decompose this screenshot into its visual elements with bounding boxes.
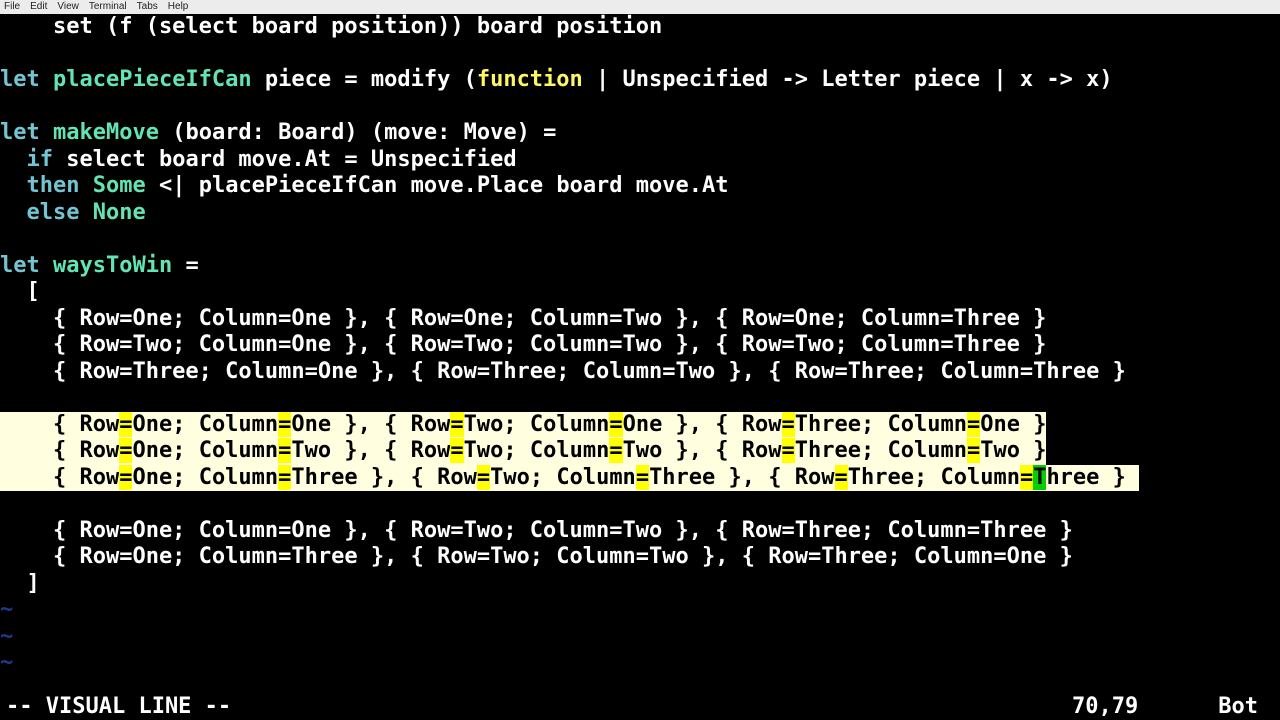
menu-item-view[interactable]: View	[57, 0, 79, 14]
code-area: set (f (select board position)) board po…	[0, 14, 1280, 677]
empty-line-tilde: ~	[0, 597, 1280, 624]
code-line	[0, 41, 1280, 68]
menu-item-terminal[interactable]: Terminal	[89, 0, 127, 14]
code-line: if select board move.At = Unspecified	[0, 147, 1280, 174]
code-line: { Row=One; Column=One }, { Row=Two; Colu…	[0, 412, 1280, 439]
code-line: let placePieceIfCan piece = modify (func…	[0, 67, 1280, 94]
empty-line-tilde: ~	[0, 624, 1280, 651]
code-line: { Row=One; Column=Three }, { Row=Two; Co…	[0, 465, 1280, 492]
code-line: let makeMove (board: Board) (move: Move)…	[0, 120, 1280, 147]
code-line: { Row=One; Column=Two }, { Row=Two; Colu…	[0, 438, 1280, 465]
code-line	[0, 94, 1280, 121]
code-line: set (f (select board position)) board po…	[0, 14, 1280, 41]
code-line	[0, 226, 1280, 253]
terminal-editor[interactable]: set (f (select board position)) board po…	[0, 14, 1280, 720]
code-line: { Row=One; Column=One }, { Row=Two; Colu…	[0, 518, 1280, 545]
menu-item-file[interactable]: File	[4, 0, 20, 14]
code-line: let waysToWin =	[0, 253, 1280, 280]
menu-item-edit[interactable]: Edit	[30, 0, 47, 14]
code-line: else None	[0, 200, 1280, 227]
vim-mode: -- VISUAL LINE --	[0, 694, 231, 720]
code-line	[0, 385, 1280, 412]
code-line: ]	[0, 571, 1280, 598]
code-line: { Row=Three; Column=One }, { Row=Three; …	[0, 359, 1280, 386]
cursor-position: 70,79	[1072, 694, 1218, 720]
scroll-indicator: Bot	[1218, 694, 1280, 720]
code-line: { Row=One; Column=Three }, { Row=Two; Co…	[0, 544, 1280, 571]
code-line: [	[0, 279, 1280, 306]
empty-line-tilde: ~	[0, 650, 1280, 677]
code-line: { Row=Two; Column=One }, { Row=Two; Colu…	[0, 332, 1280, 359]
menu-item-help[interactable]: Help	[168, 0, 189, 14]
code-line	[0, 491, 1280, 518]
code-line: { Row=One; Column=One }, { Row=One; Colu…	[0, 306, 1280, 333]
vim-status-line: -- VISUAL LINE -- 70,79 Bot	[0, 694, 1280, 720]
menu-bar[interactable]: File Edit View Terminal Tabs Help	[0, 0, 1280, 14]
menu-item-tabs[interactable]: Tabs	[137, 0, 158, 14]
code-line: then Some <| placePieceIfCan move.Place …	[0, 173, 1280, 200]
